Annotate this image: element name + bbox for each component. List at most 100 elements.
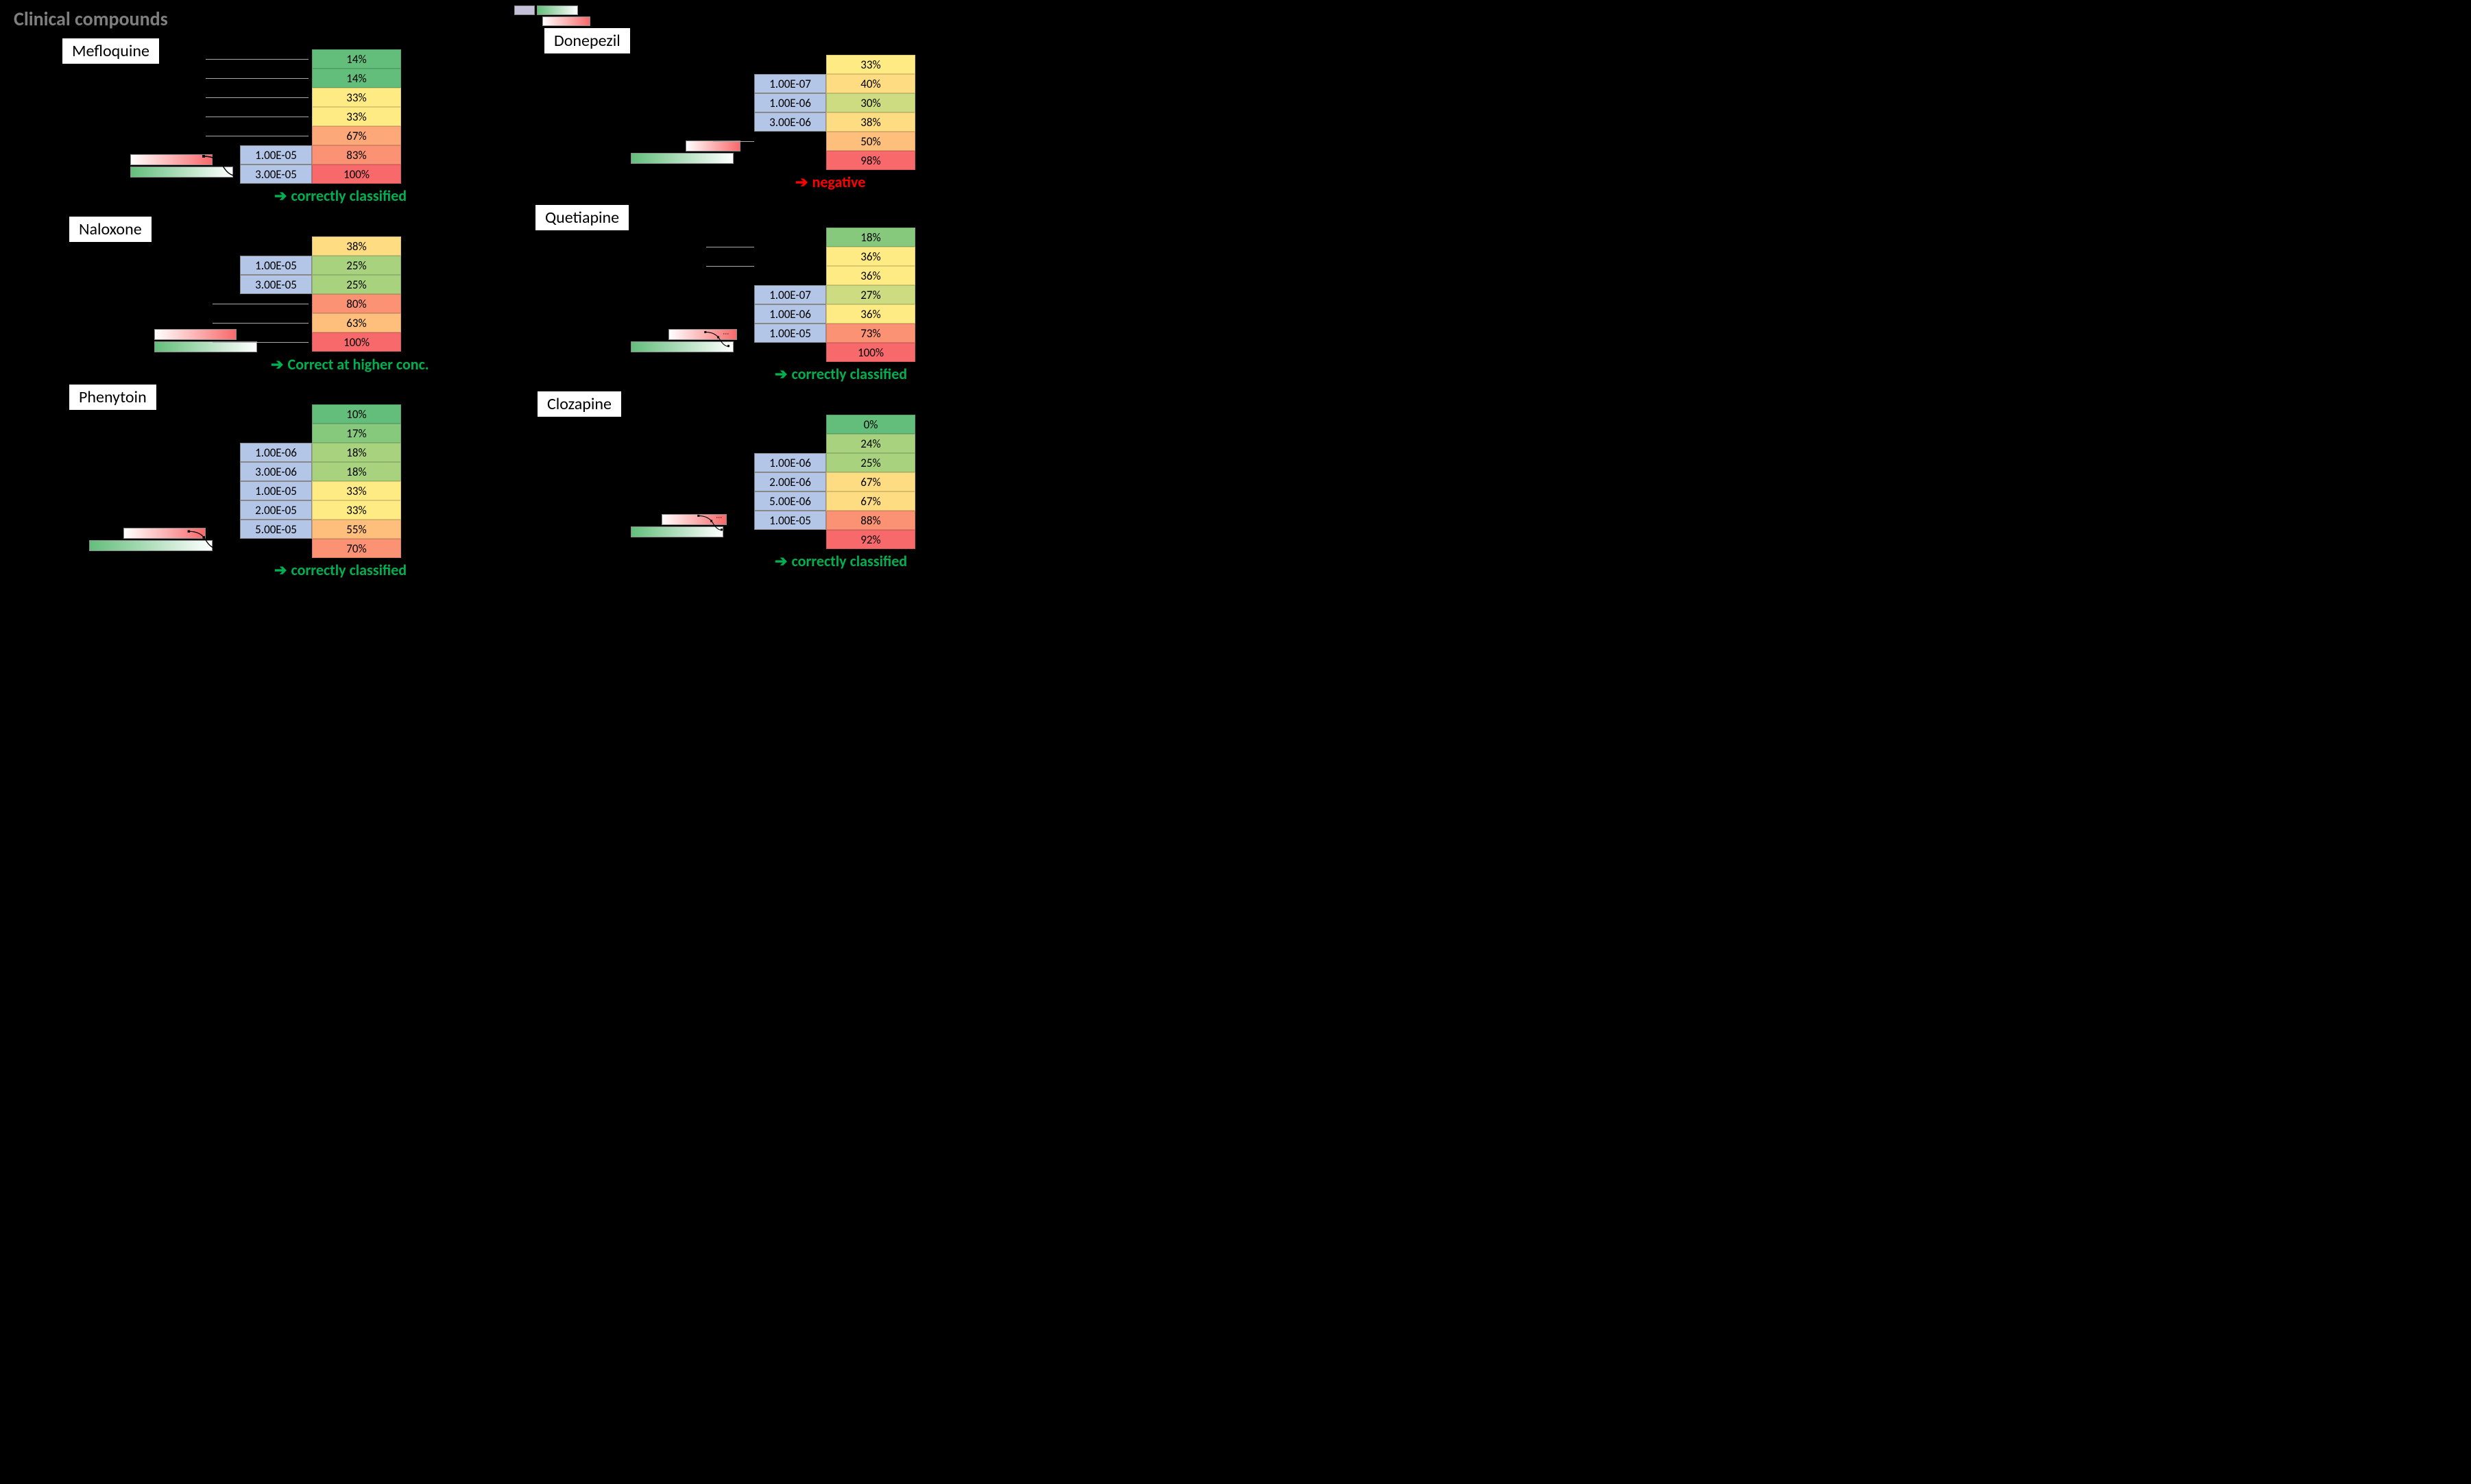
concentration-cell: 1.00E-05 [754, 511, 826, 530]
percent-cell: 38% [312, 236, 401, 256]
percent-cell: 100% [826, 343, 915, 362]
percent-cell: 36% [826, 266, 915, 285]
arrow-icon: ➔ [795, 173, 812, 191]
legend [514, 5, 590, 27]
percent-cell: 14% [312, 49, 401, 69]
svg-text:***: *** [716, 516, 722, 522]
percent-column: 33%40%30%38%50%98% [826, 55, 915, 170]
percent-cell: 98% [826, 151, 915, 170]
arrow-icon: ➔ [271, 356, 288, 373]
percent-cell: 33% [312, 500, 401, 520]
verdict-label: ➔ correctly classified [274, 561, 407, 579]
percent-cell: 80% [312, 294, 401, 313]
concentration-empty [240, 539, 312, 558]
dose-response-curve-icon: *** [184, 528, 221, 555]
percent-cell: 83% [312, 145, 401, 165]
compound-data-block: 1.00E-063.00E-061.00E-052.00E-055.00E-05… [240, 404, 401, 558]
compound-name: Donepezil [544, 27, 631, 54]
svg-text:***: *** [209, 531, 216, 537]
percent-cell: 18% [312, 443, 401, 462]
percent-cell: 25% [312, 275, 401, 294]
percent-cell: 88% [826, 511, 915, 530]
concentration-cell: 1.00E-06 [240, 443, 312, 462]
percent-cell: 18% [826, 228, 915, 247]
percent-cell: 70% [312, 539, 401, 558]
concentration-empty [754, 151, 826, 170]
gradient-bar [686, 141, 740, 151]
verdict-label: ➔ negative [795, 173, 865, 191]
percent-cell: 25% [312, 256, 401, 275]
verdict-text: correctly classified [291, 561, 407, 579]
concentration-empty [240, 236, 312, 256]
percent-cell: 50% [826, 132, 915, 151]
percent-cell: 73% [826, 324, 915, 343]
percent-cell: 100% [312, 332, 401, 352]
percent-cell: 36% [826, 304, 915, 324]
percent-cell: 14% [312, 69, 401, 88]
gradient-bar [631, 153, 734, 164]
gradient-bars [631, 141, 740, 165]
concentration-cell: 1.00E-05 [240, 145, 312, 165]
percent-cell: 38% [826, 112, 915, 132]
verdict-label: ➔ correctly classified [775, 365, 907, 383]
concentration-cell: 1.00E-06 [754, 93, 826, 112]
compound-data-block: 1.00E-071.00E-063.00E-0633%40%30%38%50%9… [754, 55, 915, 170]
legend-swatch [514, 5, 535, 15]
percent-cell: 55% [312, 520, 401, 539]
percent-column: 0%24%25%67%67%88%92% [826, 415, 915, 549]
concentration-empty [240, 404, 312, 424]
verdict-text: negative [812, 173, 866, 191]
percent-cell: 27% [826, 285, 915, 304]
compound-name: Mefloquine [62, 38, 160, 64]
compound-name: Quetiapine [535, 204, 629, 231]
percent-cell: 33% [826, 55, 915, 74]
percent-cell: 33% [312, 88, 401, 107]
svg-text:***: *** [723, 332, 729, 338]
gradient-bar [154, 329, 237, 340]
dose-response-curve-icon: *** [694, 513, 727, 537]
percent-cell: 25% [826, 453, 915, 472]
concentration-cell: 3.00E-05 [240, 165, 312, 184]
concentration-cell: 1.00E-05 [240, 256, 312, 275]
concentration-cell: 3.00E-06 [240, 462, 312, 481]
concentration-cell: 5.00E-06 [754, 491, 826, 511]
percent-column: 18%36%36%27%36%73%100% [826, 228, 915, 362]
connector-line [206, 59, 309, 60]
concentration-cell: 1.00E-06 [754, 453, 826, 472]
concentration-cell: 3.00E-06 [754, 112, 826, 132]
concentration-column: 1.00E-063.00E-061.00E-052.00E-055.00E-05 [240, 404, 312, 558]
concentration-column: 1.00E-071.00E-061.00E-05 [754, 228, 826, 362]
arrow-icon: ➔ [775, 552, 792, 570]
concentration-empty [754, 228, 826, 247]
percent-cell: 33% [312, 107, 401, 126]
percent-cell: 67% [826, 491, 915, 511]
percent-column: 10%17%18%18%33%33%55%70% [312, 404, 401, 558]
percent-column: 38%25%25%80%63%100% [312, 236, 401, 352]
gradient-bar [130, 154, 213, 165]
concentration-cell: 1.00E-07 [754, 74, 826, 93]
percent-cell: 67% [312, 126, 401, 145]
concentration-cell: 1.00E-05 [240, 481, 312, 500]
concentration-cell: 3.00E-05 [240, 275, 312, 294]
verdict-text: correctly classified [792, 365, 908, 383]
concentration-column: 1.00E-071.00E-063.00E-06 [754, 55, 826, 170]
concentration-empty [754, 247, 826, 266]
dose-response-curve-icon: *** [701, 329, 734, 353]
verdict-text: correctly classified [291, 186, 407, 205]
connector-line [213, 342, 309, 343]
compound-name: Phenytoin [69, 384, 157, 411]
percent-cell: 24% [826, 434, 915, 453]
verdict-text: Correct at higher conc. [288, 355, 429, 374]
concentration-cell: 2.00E-05 [240, 500, 312, 520]
gradient-bar [154, 341, 257, 352]
compound-data-block: 1.00E-053.00E-0538%25%25%80%63%100% [240, 236, 401, 352]
concentration-column: 1.00E-062.00E-065.00E-061.00E-05 [754, 415, 826, 549]
page-title: Clinical compounds [14, 7, 168, 31]
compound-data-block: 1.00E-071.00E-061.00E-0518%36%36%27%36%7… [754, 228, 915, 362]
percent-cell: 67% [826, 472, 915, 491]
concentration-empty [754, 343, 826, 362]
concentration-cell: 1.00E-07 [754, 285, 826, 304]
concentration-empty [754, 415, 826, 434]
verdict-label: ➔ correctly classified [274, 186, 407, 205]
concentration-empty [240, 424, 312, 443]
